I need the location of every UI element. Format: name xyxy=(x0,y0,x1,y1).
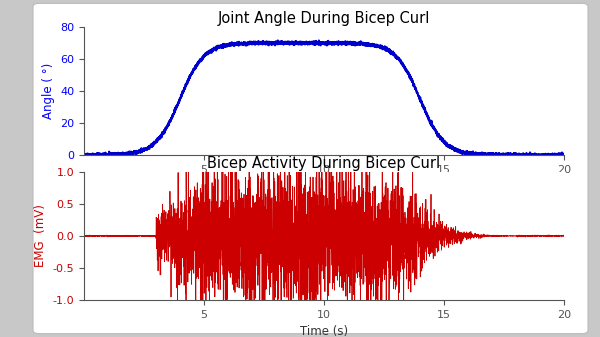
Y-axis label: EMG  (mV): EMG (mV) xyxy=(34,205,47,267)
Title: Bicep Activity During Bicep Curl: Bicep Activity During Bicep Curl xyxy=(208,156,440,171)
Y-axis label: Angle ( °): Angle ( °) xyxy=(41,63,55,119)
X-axis label: Time (s): Time (s) xyxy=(300,325,348,337)
X-axis label: Time (s): Time (s) xyxy=(300,180,348,193)
Title: Joint Angle During Bicep Curl: Joint Angle During Bicep Curl xyxy=(218,11,430,26)
